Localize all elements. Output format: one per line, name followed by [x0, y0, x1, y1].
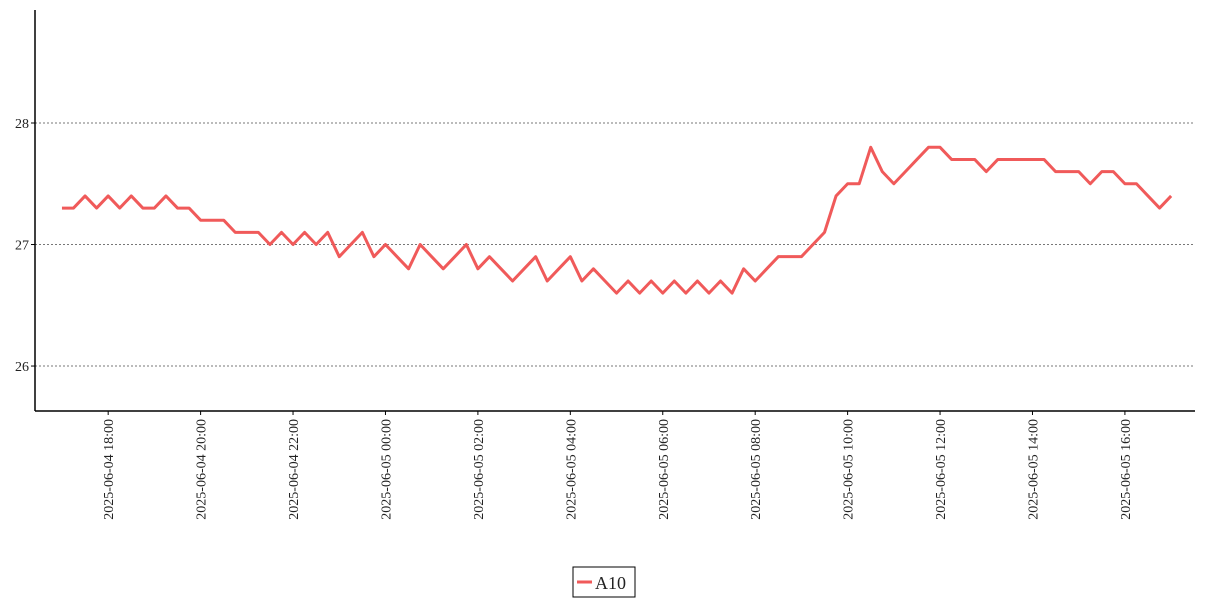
legend-label: A10 — [595, 573, 626, 593]
x-tick-label: 2025-06-05 08:00 — [749, 419, 764, 520]
series-line — [61, 145, 1173, 295]
x-tick-label: 2025-06-05 10:00 — [842, 419, 857, 520]
x-tick-label: 2025-06-05 04:00 — [564, 419, 579, 520]
y-tick-label: 27 — [15, 239, 29, 254]
legend: A10 — [572, 566, 636, 598]
y-tick-label: 26 — [15, 360, 29, 375]
x-tick-label: 2025-06-05 14:00 — [1026, 419, 1041, 520]
x-tick-label: 2025-06-04 20:00 — [195, 419, 210, 520]
x-tick-label: 2025-06-04 18:00 — [102, 419, 117, 520]
x-tick-label: 2025-06-05 16:00 — [1119, 419, 1134, 520]
y-tick-label: 28 — [15, 117, 29, 132]
x-tick-label: 2025-06-05 02:00 — [472, 419, 487, 520]
x-tick-label: 2025-06-05 12:00 — [934, 419, 949, 520]
x-tick-label: 2025-06-05 06:00 — [657, 419, 672, 520]
x-tick-label: 2025-06-05 00:00 — [379, 419, 394, 520]
x-tick-label: 2025-06-04 22:00 — [287, 419, 302, 520]
